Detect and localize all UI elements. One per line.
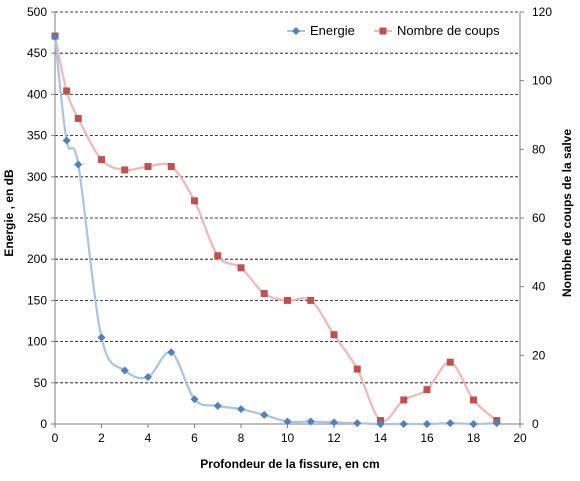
data-point-energie bbox=[190, 395, 199, 404]
data-point-energie bbox=[74, 160, 83, 169]
y-left-tick-label: 450 bbox=[27, 46, 47, 60]
y-left-tick-label: 0 bbox=[40, 417, 47, 431]
data-point-energie bbox=[353, 419, 362, 428]
y-right-tick-label: 80 bbox=[532, 142, 546, 156]
y-left-tick-label: 150 bbox=[27, 293, 47, 307]
y-right-tick-label: 0 bbox=[532, 417, 539, 431]
y-left-tick-label: 350 bbox=[27, 129, 47, 143]
data-point-coups bbox=[423, 386, 431, 394]
data-point-energie bbox=[62, 136, 71, 145]
data-point-coups bbox=[214, 252, 222, 260]
legend: Energie Nombre de coups bbox=[282, 18, 504, 44]
data-point-energie bbox=[399, 420, 408, 428]
data-point-coups bbox=[330, 331, 338, 339]
x-tick-label: 10 bbox=[281, 431, 295, 445]
data-point-energie bbox=[330, 418, 338, 427]
x-tick-label: 12 bbox=[327, 431, 341, 445]
data-point-energie bbox=[283, 417, 292, 426]
data-point-coups bbox=[260, 290, 268, 298]
data-point-energie bbox=[306, 417, 315, 426]
y-left-tick-label: 500 bbox=[27, 5, 47, 19]
data-point-coups bbox=[446, 358, 454, 366]
y-right-tick-label: 20 bbox=[532, 348, 546, 362]
data-point-energie bbox=[144, 373, 152, 382]
series-line-energie bbox=[53, 36, 497, 426]
data-point-coups bbox=[353, 365, 361, 373]
plot-area bbox=[51, 32, 501, 428]
data-point-coups bbox=[167, 163, 175, 170]
x-tick-label: 14 bbox=[374, 431, 388, 445]
data-point-coups bbox=[237, 264, 245, 272]
data-point-coups bbox=[63, 87, 71, 95]
x-tick-label: 16 bbox=[420, 431, 434, 445]
data-point-coups bbox=[191, 197, 198, 205]
legend-coups-marker bbox=[379, 27, 387, 35]
data-point-energie bbox=[469, 420, 478, 428]
y-right-tick-label: 120 bbox=[532, 5, 552, 19]
y-left-tick-label: 250 bbox=[27, 211, 47, 225]
data-point-coups bbox=[400, 396, 408, 404]
y-left-axis-title: Energie , en dB bbox=[2, 169, 16, 257]
data-point-coups bbox=[307, 296, 315, 304]
x-tick-label: 6 bbox=[191, 431, 198, 445]
y-left-tick-label: 50 bbox=[34, 376, 48, 390]
data-point-coups bbox=[121, 166, 129, 174]
data-point-coups bbox=[470, 396, 477, 404]
y-right-tick-label: 100 bbox=[532, 74, 552, 88]
data-point-energie bbox=[237, 405, 245, 414]
x-tick-label: 2 bbox=[98, 431, 105, 445]
y-left-tick-label: 100 bbox=[27, 335, 47, 349]
y-right-tick-label: 40 bbox=[532, 280, 546, 294]
data-point-coups bbox=[98, 156, 105, 164]
data-point-energie bbox=[492, 419, 501, 428]
legend-energie-label: Energie bbox=[310, 23, 355, 38]
x-tick-label: 8 bbox=[238, 431, 245, 445]
tick-labels: 0501001502002503003504004505000204060801… bbox=[27, 5, 552, 445]
y-left-tick-label: 200 bbox=[27, 252, 47, 266]
data-point-energie bbox=[423, 420, 431, 428]
x-tick-label: 4 bbox=[145, 431, 152, 445]
data-point-energie bbox=[97, 333, 106, 342]
legend-coups-label: Nombre de coups bbox=[397, 23, 500, 38]
data-point-coups bbox=[284, 296, 291, 304]
y-right-tick-label: 60 bbox=[532, 211, 546, 225]
x-tick-label: 20 bbox=[513, 431, 527, 445]
legend-energie-marker bbox=[292, 27, 300, 35]
data-point-energie bbox=[167, 348, 176, 357]
y-left-tick-label: 400 bbox=[27, 87, 47, 101]
data-point-energie bbox=[213, 401, 222, 410]
data-point-energie bbox=[376, 420, 385, 428]
legend-background bbox=[282, 18, 504, 44]
y-left-tick-label: 300 bbox=[27, 170, 47, 184]
data-point-coups bbox=[74, 114, 82, 122]
data-point-energie bbox=[446, 419, 455, 428]
data-point-energie bbox=[260, 410, 269, 419]
x-tick-label: 18 bbox=[467, 431, 481, 445]
x-tick-label: 0 bbox=[52, 431, 59, 445]
data-point-coups bbox=[144, 163, 152, 170]
data-point-energie bbox=[51, 32, 59, 41]
x-axis-title: Profondeur de la fissure, en cm bbox=[200, 457, 379, 471]
data-point-energie bbox=[120, 366, 129, 375]
y-right-axis-title: Nombhe de coups de la salve bbox=[560, 129, 574, 297]
